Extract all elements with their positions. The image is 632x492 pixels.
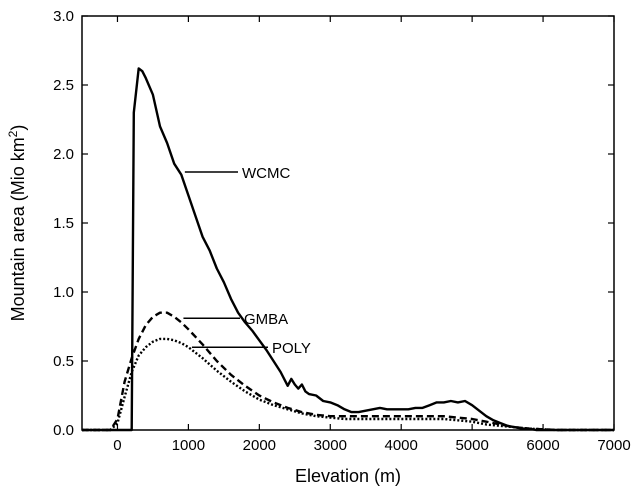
x-axis: 0 1000 2000 3000 4000 5000 6000 7000 [113,16,631,454]
series-line-poly [82,337,614,432]
x-tick-label: 5000 [455,437,488,454]
y-axis-title-superscript: 2 [6,130,20,137]
x-tick-label: 3000 [314,437,347,454]
y-axis-title: Mountain area (Mio km2) [6,125,28,322]
series-label-gmba: GMBA [244,311,288,328]
x-tick-label: 0 [113,437,121,454]
x-tick-label: 2000 [243,437,276,454]
x-tick-label: 7000 [597,437,630,454]
y-tick-label: 1.5 [53,215,74,232]
y-axis-title-end: ) [8,125,28,131]
series-label-poly: POLY [272,340,311,357]
y-tick-label: 3.0 [53,8,74,25]
series-line-wcmc [82,67,614,432]
x-axis-title: Elevation (m) [295,466,401,486]
plot-area [81,15,615,431]
series-line-gmba [82,311,614,432]
y-axis: 0.0 0.5 1.0 1.5 2.0 2.5 3.0 [53,8,614,439]
series-label-wcmc: WCMC [242,165,290,182]
y-tick-label: 2.0 [53,146,74,163]
series-layer [82,67,614,432]
plot-frame [81,15,615,431]
y-tick-label: 2.5 [53,77,74,94]
series-label-layer: WCMC GMBA POLY [183,165,311,357]
x-tick-label: 1000 [172,437,205,454]
y-tick-label: 0.0 [53,422,74,439]
y-tick-label: 1.0 [53,284,74,301]
x-tick-label: 4000 [385,437,418,454]
y-axis-title-main: Mountain area (Mio km [8,137,28,321]
x-tick-label: 6000 [526,437,559,454]
y-tick-label: 0.5 [53,353,74,370]
